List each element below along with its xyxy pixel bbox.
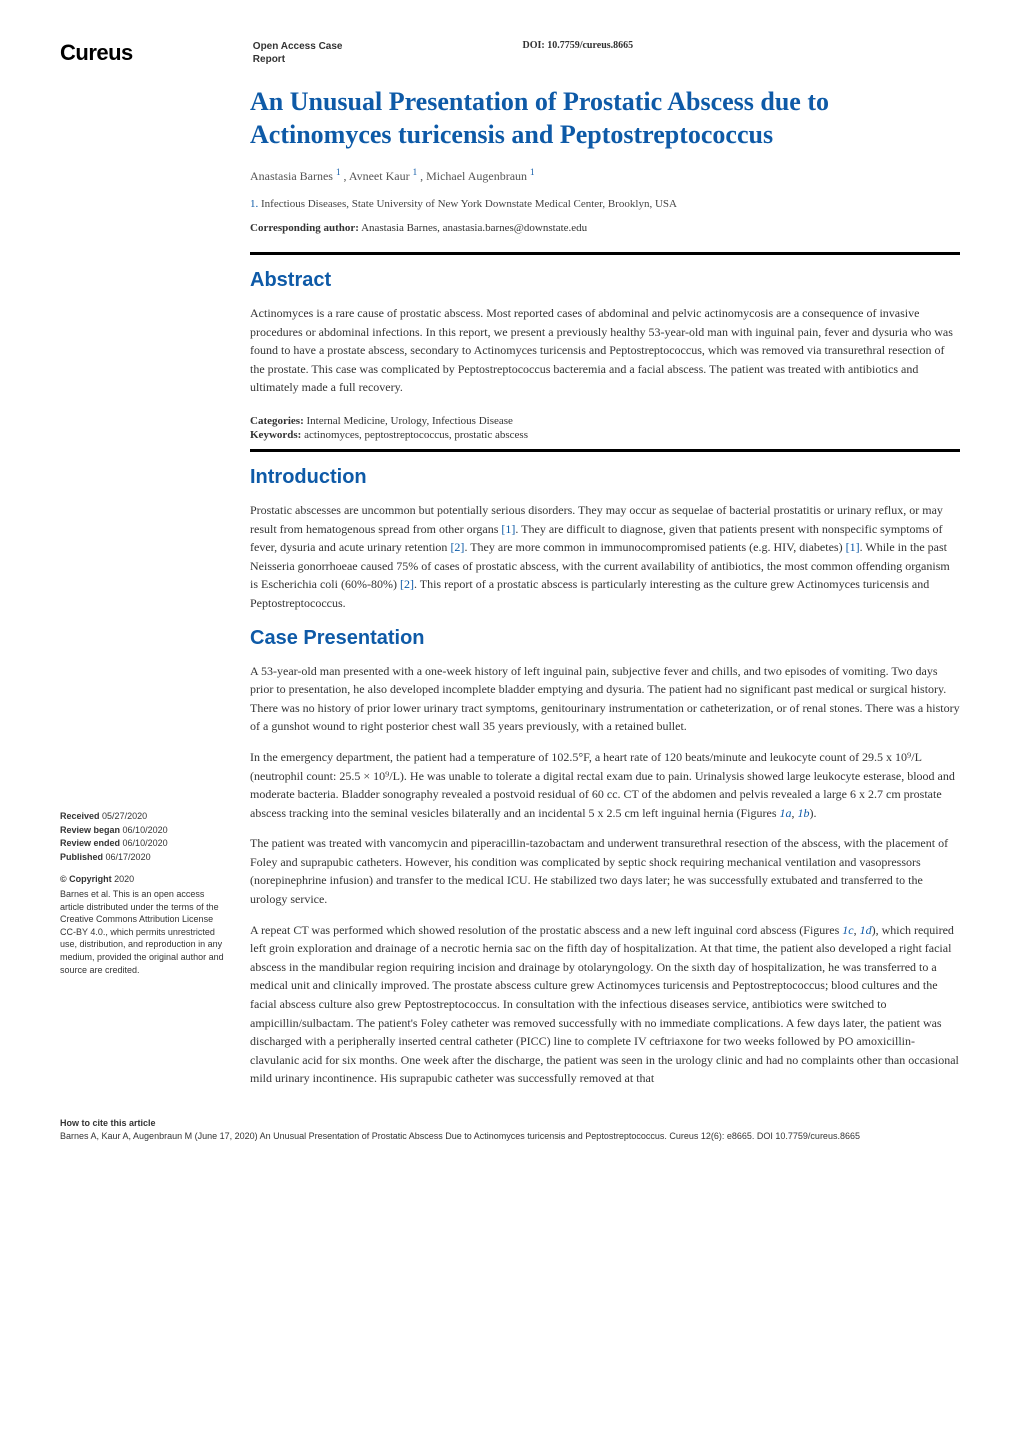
fig-link-1a[interactable]: 1a: [780, 806, 792, 820]
rule-mid: [250, 449, 960, 452]
author-1-sup: 1: [336, 167, 341, 177]
case-p4: A repeat CT was performed which showed r…: [250, 921, 960, 1088]
case-p4c: ), which required left groin exploration…: [250, 923, 959, 1086]
received-line: Received 05/27/2020: [60, 810, 230, 823]
copyright-heading: © Copyright 2020: [60, 873, 230, 886]
case-p1: A 53-year-old man presented with a one-w…: [250, 662, 960, 736]
affiliation: 1. Infectious Diseases, State University…: [250, 198, 960, 210]
footer: How to cite this article Barnes A, Kaur …: [60, 1118, 960, 1143]
keywords-label: Keywords:: [250, 429, 301, 441]
author-2[interactable]: Avneet Kaur: [349, 169, 410, 183]
cite-body: Barnes A, Kaur A, Augenbraun M (June 17,…: [60, 1130, 960, 1143]
review-ended-line: Review ended 06/10/2020: [60, 837, 230, 850]
sidebar-meta: Received 05/27/2020 Review began 06/10/2…: [60, 810, 230, 976]
cite-heading: How to cite this article: [60, 1118, 960, 1128]
rule-top: [250, 252, 960, 255]
ref-link-1[interactable]: [1]: [501, 522, 515, 536]
categories-label: Categories:: [250, 415, 304, 427]
case-p2c: ).: [810, 806, 817, 820]
keywords: Keywords: actinomyces, peptostreptococcu…: [250, 429, 960, 441]
categories-value: Internal Medicine, Urology, Infectious D…: [307, 415, 513, 427]
ref-link-2b[interactable]: [2]: [400, 577, 414, 591]
header-row: Cureus Open Access Case Report DOI: 10.7…: [60, 40, 960, 66]
article-type-line1: Open Access Case: [253, 40, 343, 53]
doi: DOI: 10.7759/cureus.8665: [522, 40, 633, 51]
ref-link-2[interactable]: [2]: [450, 540, 464, 554]
published-line: Published 06/17/2020: [60, 851, 230, 864]
ref-link-1b[interactable]: [1]: [846, 540, 860, 554]
received-value: 05/27/2020: [102, 811, 147, 821]
published-value: 06/17/2020: [106, 852, 151, 862]
abstract-body: Actinomyces is a rare cause of prostatic…: [250, 304, 960, 397]
introduction-body: Prostatic abscesses are uncommon but pot…: [250, 501, 960, 613]
author-3-sup: 1: [530, 167, 535, 177]
categories: Categories: Internal Medicine, Urology, …: [250, 415, 960, 427]
copyright-year: 2020: [114, 874, 134, 884]
case-p4a: A repeat CT was performed which showed r…: [250, 923, 842, 937]
copyright-label: © Copyright: [60, 874, 112, 884]
corresponding-label: Corresponding author:: [250, 222, 359, 234]
intro-text-c: . They are more common in immunocompromi…: [464, 540, 845, 554]
corresponding-value: Anastasia Barnes, anastasia.barnes@downs…: [361, 222, 587, 234]
introduction-heading: Introduction: [250, 466, 960, 489]
fig-link-1c[interactable]: 1c: [842, 923, 853, 937]
copyright-body: Barnes et al. This is an open access art…: [60, 888, 230, 976]
review-ended-label: Review ended: [60, 838, 120, 848]
abstract-heading: Abstract: [250, 269, 960, 292]
author-3[interactable]: Michael Augenbraun: [426, 169, 527, 183]
review-began-label: Review began: [60, 825, 120, 835]
review-ended-value: 06/10/2020: [123, 838, 168, 848]
fig-link-1b[interactable]: 1b: [798, 806, 810, 820]
main-content: An Unusual Presentation of Prostatic Abs…: [250, 86, 960, 1088]
author-1[interactable]: Anastasia Barnes: [250, 169, 333, 183]
affiliation-num: 1.: [250, 198, 258, 210]
case-p3: The patient was treated with vancomycin …: [250, 834, 960, 908]
published-label: Published: [60, 852, 103, 862]
doi-label: DOI:: [522, 40, 544, 51]
doi-value: 10.7759/cureus.8665: [547, 40, 633, 51]
case-p2a: In the emergency department, the patient…: [250, 750, 955, 820]
review-began-value: 06/10/2020: [123, 825, 168, 835]
case-p2: In the emergency department, the patient…: [250, 748, 960, 822]
author-2-sup: 1: [413, 167, 418, 177]
article-title: An Unusual Presentation of Prostatic Abs…: [250, 86, 960, 151]
received-label: Received: [60, 811, 100, 821]
corresponding-author: Corresponding author: Anastasia Barnes, …: [250, 222, 960, 234]
authors: Anastasia Barnes 1 , Avneet Kaur 1 , Mic…: [250, 167, 960, 184]
keywords-value: actinomyces, peptostreptococcus, prostat…: [304, 429, 528, 441]
journal-logo: Cureus: [60, 40, 133, 66]
article-type-block: Open Access Case Report: [253, 40, 343, 66]
fig-link-1d[interactable]: 1d: [860, 923, 872, 937]
affiliation-text: Infectious Diseases, State University of…: [261, 198, 677, 210]
case-heading: Case Presentation: [250, 627, 960, 650]
review-began-line: Review began 06/10/2020: [60, 824, 230, 837]
article-type-line2: Report: [253, 53, 343, 66]
